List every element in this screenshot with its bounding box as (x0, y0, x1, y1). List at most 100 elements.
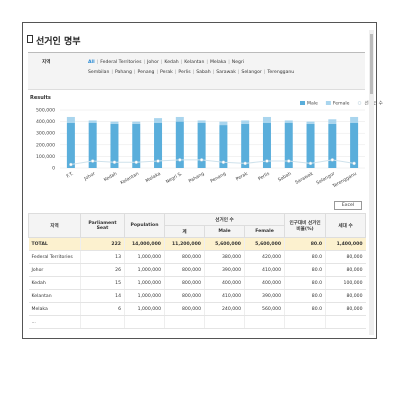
y-tick-label: 500,000 (36, 108, 55, 114)
x-tick-label: Pahang (188, 171, 206, 185)
bar (175, 121, 184, 168)
scrollbar[interactable] (369, 30, 374, 335)
header-cell: Parliament Seat (80, 213, 125, 238)
table-cell: Johor (28, 263, 81, 277)
table-cell (80, 315, 125, 329)
line-point (156, 159, 160, 163)
separator: | (174, 70, 177, 75)
filter-option[interactable]: All (88, 60, 95, 65)
table-cell: 80,000 (325, 250, 366, 264)
separator: | (143, 60, 146, 65)
bar (219, 125, 228, 168)
filter-option[interactable]: Sarawak (216, 70, 236, 75)
x-tick-label: Terengganu (331, 171, 358, 190)
bar (241, 123, 250, 168)
table-cell: 26 (80, 263, 125, 277)
table-cell: 80.0 (284, 263, 326, 277)
x-tick-label: Kelantan (120, 171, 141, 186)
table-cell: TOTAL (28, 237, 81, 251)
table-cell: 1,400,000 (325, 237, 366, 251)
legend-label: Female (333, 101, 350, 107)
table-cell (204, 315, 245, 329)
table-row: Federal Territories 13 1,000,000 800,000 380… (28, 250, 366, 264)
line-point (243, 161, 247, 166)
header-cell: 세대 수 (325, 213, 367, 238)
table-cell: 420,000 (243, 250, 285, 264)
table-cell (124, 315, 165, 329)
table-cell: 560,000 (243, 302, 285, 316)
line-point (330, 158, 335, 162)
table-cell: Kelantan (28, 289, 81, 303)
separator: | (228, 60, 230, 65)
table-cell: 100,000 (325, 276, 366, 290)
table-cell: 800,000 (164, 263, 205, 277)
separator: | (180, 60, 183, 65)
subheader-cell: Female (243, 225, 286, 238)
filter-option[interactable]: Perak (160, 70, 173, 75)
line-point (265, 159, 269, 163)
separator: | (160, 60, 163, 65)
x-tick-label: Sabah (277, 171, 293, 183)
table-row: Kedah 15 1,000,000 800,000 400,000 400,000 80.… (28, 276, 366, 290)
filter-option[interactable]: Pahang (114, 70, 132, 75)
separator: | (111, 70, 113, 75)
filter-option[interactable]: Melaka (209, 60, 227, 65)
scroll-thumb[interactable] (370, 34, 373, 94)
table-cell: 14,000,000 (124, 237, 165, 251)
y-tick-label: 200,000 (36, 142, 55, 148)
y-tick-label: 400,000 (36, 119, 55, 125)
filter-option[interactable]: Perlis (178, 70, 191, 75)
filter-option[interactable]: Terengganu (267, 70, 295, 75)
table-cell: 1,000,000 (124, 250, 165, 264)
filter-option[interactable]: Penang (137, 70, 155, 75)
x-tick-label: Melaka (145, 171, 162, 184)
x-tick-label: Johor (82, 171, 96, 183)
line-point (287, 159, 291, 163)
table-row: TOTAL 222 14,000,000 11,200,000 5,600,000 5,6… (28, 237, 366, 251)
line-point (112, 160, 117, 164)
table-cell: 15 (80, 276, 125, 290)
table-cell: 222 (80, 237, 125, 251)
excel-button[interactable]: Excel (334, 201, 362, 210)
line-point (90, 159, 95, 163)
subheader-cell: 계 (164, 225, 205, 238)
bar (88, 120, 97, 123)
table-cell: 80.0 (284, 250, 326, 264)
filter-option[interactable]: Kelantan (184, 60, 205, 65)
subheader-cell: Male (204, 225, 245, 238)
bar (328, 123, 337, 168)
bar (262, 116, 271, 123)
line-point (221, 160, 226, 164)
filter-option[interactable]: Negri Sembilan (88, 60, 245, 75)
table-cell: 14 (80, 289, 125, 303)
bar (328, 119, 337, 124)
table-cell: 800,000 (164, 289, 205, 303)
table-cell: Kedah (28, 276, 81, 290)
header-cell: 선거인 수 (163, 213, 286, 226)
filter-option[interactable]: Johor (147, 60, 159, 65)
filter-option[interactable]: Federal Territories (100, 60, 142, 65)
separator: | (192, 70, 195, 75)
table-cell: 80,000 (325, 302, 366, 316)
filter-label: 지역 (42, 60, 51, 65)
separator: | (206, 60, 208, 65)
bar (306, 121, 315, 124)
filter-option[interactable]: Kedah (164, 60, 179, 65)
filter-option[interactable]: Sabah (196, 70, 211, 75)
table-cell (164, 315, 205, 329)
bar (350, 116, 359, 123)
table-cell: 380,000 (204, 250, 245, 264)
table-cell: ... (28, 315, 81, 329)
separator: | (133, 70, 136, 75)
table-cell: 1,000,000 (124, 302, 165, 316)
bar (197, 120, 206, 123)
table-cell (284, 315, 326, 329)
table-row: ... (28, 315, 366, 329)
table-cell: 80,000 (325, 263, 366, 277)
table-cell: 800,000 (164, 250, 205, 264)
page-title: 선거인 명부 (36, 37, 81, 47)
title-icon (27, 35, 33, 43)
table-row: Melaka 6 1,000,000 800,000 240,000 560,000 80.… (28, 302, 366, 316)
bar (88, 122, 97, 168)
filter-option[interactable]: Selangor (241, 70, 262, 75)
